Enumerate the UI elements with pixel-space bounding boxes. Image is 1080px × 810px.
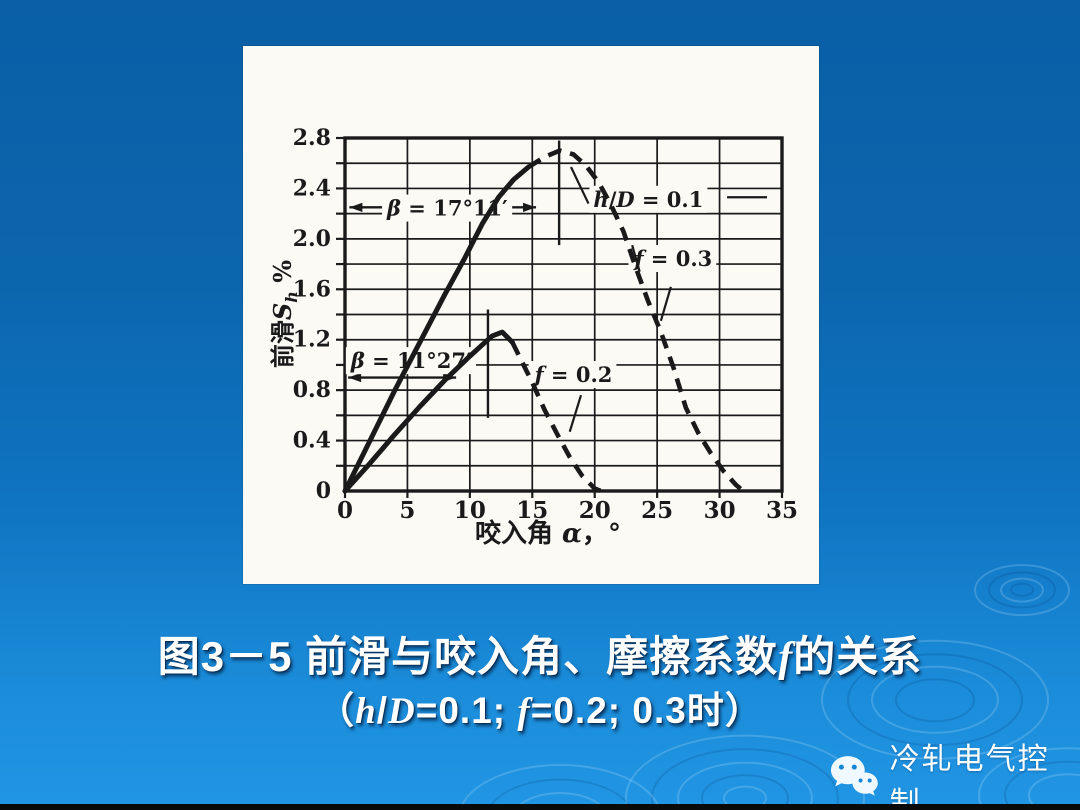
svg-text:h/D = 0.1: h/D = 0.1 xyxy=(593,187,703,212)
slip-vs-bite-angle-chart: 0 0.4 0.8 1.2 1.6 2.0 2.4 2.8 0 5 10 15 20 25 30 35 咬入角 … xyxy=(268,125,798,549)
svg-text:5: 5 xyxy=(399,497,415,524)
chart-image-panel: 0 0.4 0.8 1.2 1.6 2.0 2.4 2.8 0 5 10 15 20 25 30 35 咬入角 … xyxy=(243,46,819,584)
svg-text:0: 0 xyxy=(337,497,353,524)
caption-line-1: 图3－5 前滑与咬入角、摩擦系数f的关系 xyxy=(157,633,923,681)
svg-text:f = 0.2: f = 0.2 xyxy=(533,362,613,387)
wechat-icon xyxy=(830,756,878,796)
water-ripple xyxy=(651,748,839,810)
svg-text:20: 20 xyxy=(579,497,611,524)
water-ripple xyxy=(1010,582,1034,598)
svg-text:前滑Sh %: 前滑Sh % xyxy=(268,260,301,368)
figure-caption: 图3－5 前滑与咬入角、摩擦系数f的关系 （h/D=0.1; f=0.2; 0.… xyxy=(0,628,1080,736)
svg-text:0: 0 xyxy=(316,478,331,504)
caption-line-2: （h/D=0.1; f=0.2; 0.3时） xyxy=(317,690,763,732)
svg-text:2.0: 2.0 xyxy=(293,226,331,252)
svg-text:35: 35 xyxy=(766,497,798,524)
water-ripple xyxy=(988,571,1056,609)
svg-text:β = 17°11′: β = 17°11′ xyxy=(386,196,508,221)
svg-text:2.8: 2.8 xyxy=(293,125,331,151)
bottom-border-bar xyxy=(0,804,1080,810)
svg-text:0.8: 0.8 xyxy=(293,377,331,403)
water-ripple xyxy=(677,761,813,810)
water-ripple xyxy=(1000,577,1044,603)
watermark-text: 冷轧电气控制 xyxy=(889,743,1050,810)
svg-text:25: 25 xyxy=(641,497,673,524)
svg-text:0.4: 0.4 xyxy=(293,428,331,454)
svg-text:1.2: 1.2 xyxy=(293,327,331,353)
svg-text:15: 15 xyxy=(516,497,548,524)
svg-text:f = 0.3: f = 0.3 xyxy=(632,246,712,271)
wechat-watermark: 冷轧电气控制 xyxy=(828,734,1080,810)
svg-text:咬入角 α，°: 咬入角 α，° xyxy=(475,518,621,549)
water-ripple xyxy=(974,564,1070,616)
svg-text:1.6: 1.6 xyxy=(293,276,331,302)
svg-text:10: 10 xyxy=(454,497,486,524)
svg-text:2.4: 2.4 xyxy=(293,175,331,201)
svg-text:30: 30 xyxy=(704,497,736,524)
